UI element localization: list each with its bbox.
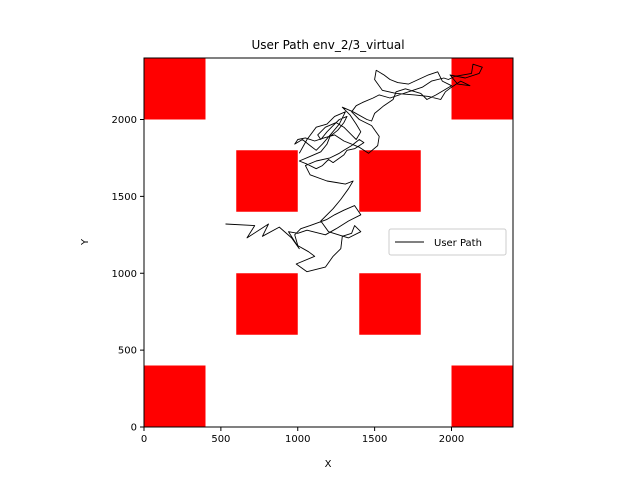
obstacle-layer xyxy=(144,58,513,427)
obstacle-5 xyxy=(236,273,298,335)
x-tick-label: 500 xyxy=(211,434,230,445)
obstacle-1 xyxy=(144,58,206,120)
x-tick-label: 1500 xyxy=(362,434,387,445)
x-axis: 0 500 1000 1500 2000 xyxy=(141,427,464,445)
x-axis-label: X xyxy=(325,459,332,470)
path-layer xyxy=(225,63,483,273)
series-line-user-path xyxy=(225,63,483,273)
y-tick-label: 1500 xyxy=(112,192,137,203)
x-tick-label: 1000 xyxy=(285,434,310,445)
y-tick-label: 0 xyxy=(131,423,137,434)
obstacle-4 xyxy=(359,150,421,212)
legend: User Path xyxy=(388,228,507,256)
y-tick-label: 2000 xyxy=(112,115,137,126)
obstacle-7 xyxy=(144,365,206,427)
chart-title: User Path env_2/3_virtual xyxy=(251,38,404,52)
x-tick-label: 2000 xyxy=(439,434,464,445)
obstacle-8 xyxy=(451,365,513,427)
y-tick-label: 1000 xyxy=(112,269,137,280)
y-axis: 0 500 1000 1500 2000 xyxy=(112,115,144,434)
legend-box xyxy=(388,228,507,256)
x-tick-label: 0 xyxy=(141,434,147,445)
y-tick-label: 500 xyxy=(118,346,137,357)
plot-frame xyxy=(143,57,514,428)
obstacle-3 xyxy=(236,150,298,212)
legend-label: User Path xyxy=(434,238,482,249)
obstacle-6 xyxy=(359,273,421,335)
y-axis-label: Y xyxy=(80,238,91,246)
